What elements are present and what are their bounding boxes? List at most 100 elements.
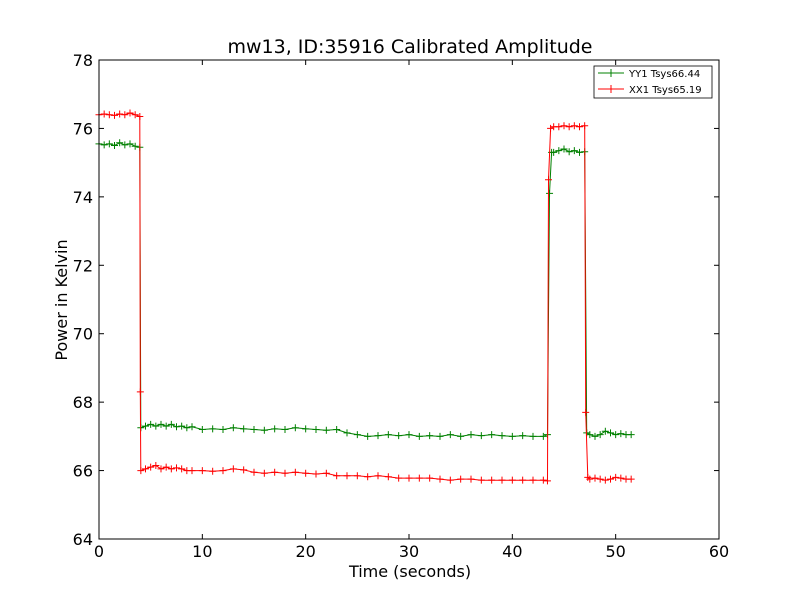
data-point-yy1: [312, 426, 320, 434]
x-tick-label: 20: [295, 542, 315, 561]
data-point-yy1: [116, 139, 124, 147]
data-point-xx1: [436, 475, 444, 483]
data-point-yy1: [343, 429, 351, 437]
data-point-xx1: [467, 475, 475, 483]
data-point-xx1: [126, 109, 134, 117]
data-point-xx1: [586, 475, 594, 483]
data-point-xx1: [136, 112, 144, 120]
x-axis-ticks: 0 10 20 30 40 50 60: [94, 60, 729, 561]
y-axis-label: Power in Kelvin: [52, 239, 71, 360]
data-point-xx1: [240, 466, 248, 474]
data-point-yy1: [374, 432, 382, 440]
data-point-xx1: [395, 474, 403, 482]
data-point-yy1: [142, 422, 149, 430]
y-tick-label: 78: [73, 51, 93, 70]
data-point-xx1: [498, 476, 506, 484]
data-point-yy1: [152, 422, 160, 430]
data-point-yy1: [457, 432, 465, 440]
data-point-xx1: [627, 475, 635, 483]
chart-title: mw13, ID:35916 Calibrated Amplitude: [227, 36, 592, 58]
data-point-yy1: [250, 426, 258, 434]
data-point-yy1: [229, 424, 237, 432]
data-point-xx1: [617, 474, 625, 482]
data-point-xx1: [545, 176, 552, 184]
data-point-yy1: [173, 423, 180, 431]
data-point-yy1: [508, 432, 516, 440]
series-layer: [95, 109, 635, 485]
data-point-xx1: [100, 110, 108, 118]
y-tick-label: 72: [73, 256, 93, 275]
data-point-yy1: [519, 432, 527, 440]
data-point-xx1: [291, 468, 299, 476]
data-point-yy1: [488, 431, 496, 439]
data-point-yy1: [467, 431, 475, 439]
y-tick-label: 68: [73, 393, 93, 412]
data-point-yy1: [147, 420, 155, 428]
data-point-yy1: [322, 426, 330, 434]
data-point-xx1: [539, 476, 547, 484]
data-point-yy1: [105, 140, 113, 148]
data-point-xx1: [136, 388, 144, 396]
data-point-xx1: [508, 476, 516, 484]
data-point-xx1: [612, 473, 620, 481]
data-point-yy1: [111, 142, 118, 150]
plot-area: [99, 60, 719, 539]
data-point-xx1: [105, 111, 113, 119]
data-point-xx1: [581, 122, 589, 130]
legend-marker-yy1: [607, 69, 615, 77]
data-point-xx1: [457, 475, 465, 483]
data-point-yy1: [529, 432, 537, 440]
data-point-xx1: [173, 464, 180, 472]
data-point-xx1: [157, 465, 165, 473]
data-point-yy1: [426, 432, 434, 440]
data-point-xx1: [147, 463, 155, 471]
data-point-xx1: [570, 122, 578, 130]
data-point-yy1: [555, 147, 563, 155]
data-point-xx1: [560, 122, 568, 130]
data-point-yy1: [219, 426, 227, 434]
data-point-yy1: [240, 425, 248, 433]
data-point-xx1: [374, 472, 382, 480]
data-point-xx1: [271, 468, 279, 476]
data-point-xx1: [426, 474, 434, 482]
data-point-xx1: [121, 111, 129, 119]
y-tick-label: 66: [73, 462, 93, 481]
data-point-yy1: [591, 432, 599, 440]
data-point-xx1: [364, 473, 372, 481]
data-point-xx1: [111, 111, 118, 119]
y-axis-ticks: 64 66 68 70 72 74 76 78: [73, 51, 719, 549]
data-point-xx1: [302, 469, 310, 477]
data-point-yy1: [167, 420, 175, 428]
data-point-xx1: [446, 476, 454, 484]
y-tick-label: 76: [73, 119, 93, 138]
data-point-yy1: [353, 431, 361, 439]
data-point-yy1: [596, 431, 604, 439]
data-point-yy1: [162, 422, 170, 430]
data-point-xx1: [250, 468, 258, 476]
legend-label-xx1: XX1 Tsys65.19: [629, 85, 702, 96]
data-point-yy1: [436, 432, 444, 440]
data-point-yy1: [539, 432, 547, 440]
data-point-xx1: [547, 124, 555, 132]
data-point-xx1: [116, 110, 124, 118]
data-point-xx1: [488, 476, 496, 484]
data-point-xx1: [565, 123, 573, 131]
data-point-xx1: [353, 472, 361, 480]
data-point-xx1: [576, 123, 583, 131]
data-point-xx1: [209, 467, 217, 475]
data-point-xx1: [198, 467, 206, 475]
data-point-xx1: [519, 476, 527, 484]
series-line-xx1: [98, 112, 632, 482]
data-point-xx1: [591, 474, 599, 482]
legend-box: [593, 65, 713, 99]
data-point-xx1: [543, 477, 551, 485]
data-point-yy1: [601, 427, 609, 435]
data-point-xx1: [137, 467, 145, 475]
data-point-xx1: [260, 469, 268, 477]
x-axis-label: Time (seconds): [348, 562, 471, 581]
data-point-xx1: [596, 475, 604, 483]
data-point-yy1: [550, 148, 558, 156]
x-tick-label: 30: [399, 542, 419, 561]
data-point-yy1: [364, 432, 372, 440]
x-tick-label: 40: [502, 542, 522, 561]
